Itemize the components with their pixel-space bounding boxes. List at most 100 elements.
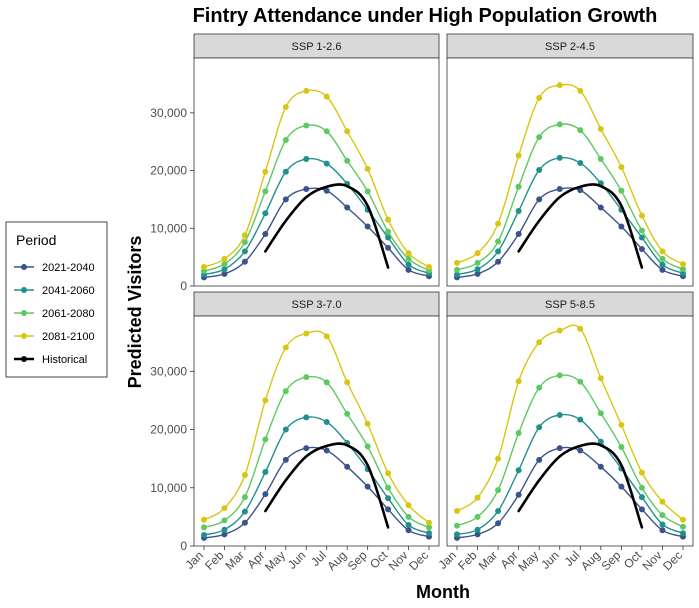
x-tick-label: Nov <box>386 548 411 573</box>
chart-title: Fintry Attendance under High Population … <box>193 5 658 27</box>
data-point-2061-2080 <box>221 261 228 268</box>
data-point-2021-2040 <box>577 187 584 194</box>
y-tick-label: 20,000 <box>150 423 187 437</box>
data-point-2021-2040 <box>221 531 228 538</box>
data-point-2081-2100 <box>495 455 502 462</box>
data-point-2061-2080 <box>536 134 543 141</box>
data-point-2041-2060 <box>577 416 584 423</box>
x-tick-label: Jun <box>285 548 309 572</box>
data-point-2041-2060 <box>474 526 481 533</box>
data-point-2061-2080 <box>385 484 392 491</box>
data-point-2021-2040 <box>556 445 563 452</box>
data-point-2061-2080 <box>221 517 228 524</box>
data-point-2081-2100 <box>262 397 269 404</box>
data-point-2081-2100 <box>405 502 412 509</box>
data-point-2061-2080 <box>495 487 502 494</box>
data-point-2021-2040 <box>638 246 645 253</box>
data-point-2021-2040 <box>262 491 269 498</box>
data-point-2081-2100 <box>556 82 563 89</box>
data-point-2021-2040 <box>282 196 289 203</box>
legend-point-2041-2060 <box>21 287 27 293</box>
data-point-2081-2100 <box>303 87 310 94</box>
data-point-2061-2080 <box>577 378 584 385</box>
data-point-2041-2060 <box>577 160 584 167</box>
series-line-historical <box>264 442 390 529</box>
data-point-2061-2080 <box>597 410 604 417</box>
panel-strip <box>193 291 440 317</box>
legend-label-historical: Historical <box>42 354 87 366</box>
data-point-2081-2100 <box>515 378 522 385</box>
data-point-2061-2080 <box>323 128 330 135</box>
x-tick-label: Mar <box>223 548 248 573</box>
y-tick-label: 0 <box>180 539 187 553</box>
data-point-2061-2080 <box>426 524 432 531</box>
data-point-2061-2080 <box>659 255 666 262</box>
data-point-2061-2080 <box>597 156 604 163</box>
data-point-2041-2060 <box>241 248 248 255</box>
data-point-2081-2100 <box>474 250 481 257</box>
data-point-2081-2100 <box>536 94 543 101</box>
data-point-2021-2040 <box>344 463 351 470</box>
panel-ssp-2-4-5: SSP 2-4.5 <box>446 33 694 287</box>
legend: Period 2021-2040 2041-2060 2061-2080 2081-2… <box>5 221 108 378</box>
data-point-2061-2080 <box>405 513 412 520</box>
data-point-2021-2040 <box>597 463 604 470</box>
data-point-2021-2040 <box>618 223 625 230</box>
data-point-2081-2100 <box>680 261 686 268</box>
data-point-2081-2100 <box>659 248 666 255</box>
panel-strip <box>446 33 694 59</box>
data-point-2021-2040 <box>405 527 412 534</box>
y-tick-label: 30,000 <box>150 364 187 378</box>
data-point-2041-2060 <box>638 494 645 501</box>
data-point-2081-2100 <box>680 516 686 523</box>
y-axis-title: Predicted Visitors <box>125 236 145 389</box>
data-point-2041-2060 <box>221 266 228 273</box>
data-point-2041-2060 <box>323 160 330 167</box>
data-point-2081-2100 <box>515 152 522 159</box>
data-point-2021-2040 <box>515 491 522 498</box>
x-tick-label: Sep <box>345 548 370 573</box>
data-point-2081-2100 <box>344 128 351 135</box>
panel-frame <box>446 57 694 287</box>
data-point-2021-2040 <box>241 519 248 526</box>
legend-point-2061-2080 <box>21 310 27 316</box>
legend-label-2021-2040: 2021-2040 <box>42 262 95 274</box>
data-point-2041-2060 <box>241 508 248 515</box>
data-point-2021-2040 <box>303 186 310 193</box>
data-point-2081-2100 <box>323 333 330 340</box>
x-tick-label: Apr <box>498 548 521 571</box>
data-point-2021-2040 <box>536 456 543 463</box>
x-tick-label: Oct <box>367 548 391 572</box>
data-point-2021-2040 <box>659 527 666 534</box>
x-tick-label: Aug <box>324 548 349 573</box>
data-point-2061-2080 <box>344 410 351 417</box>
data-point-2021-2040 <box>495 520 502 527</box>
x-axis-title: Month <box>416 582 470 602</box>
data-point-2041-2060 <box>680 530 686 537</box>
data-point-2081-2100 <box>577 87 584 94</box>
data-point-2081-2100 <box>495 220 502 227</box>
data-point-2041-2060 <box>385 234 392 241</box>
data-point-2041-2060 <box>282 426 289 433</box>
data-point-2041-2060 <box>201 531 207 538</box>
data-point-2041-2060 <box>536 166 543 173</box>
data-point-2061-2080 <box>556 372 563 379</box>
data-point-2061-2080 <box>638 484 645 491</box>
data-point-2081-2100 <box>364 420 371 427</box>
data-point-2081-2100 <box>536 339 543 346</box>
data-point-2081-2100 <box>201 516 207 523</box>
data-point-2061-2080 <box>515 430 522 437</box>
data-point-2061-2080 <box>282 388 289 395</box>
data-point-2021-2040 <box>597 204 604 211</box>
data-point-2061-2080 <box>201 524 207 531</box>
data-point-2021-2040 <box>323 447 330 454</box>
y-tick-label: 0 <box>180 279 187 293</box>
series-line-2061-2080 <box>456 374 684 528</box>
data-point-2061-2080 <box>618 187 625 194</box>
data-point-2061-2080 <box>680 523 686 530</box>
data-point-2081-2100 <box>323 93 330 100</box>
data-point-2021-2040 <box>536 196 543 203</box>
data-point-2041-2060 <box>303 414 310 421</box>
data-point-2061-2080 <box>515 183 522 190</box>
